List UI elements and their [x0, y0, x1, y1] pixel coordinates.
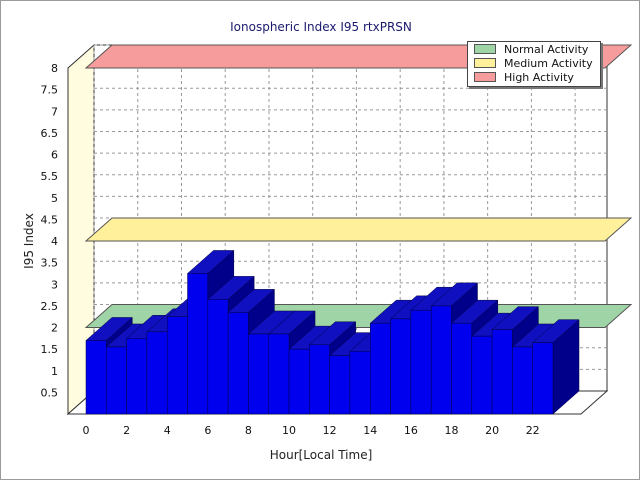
y-tick-label: 5: [51, 192, 58, 205]
bar: [329, 355, 351, 415]
x-tick-label: 12: [323, 424, 337, 437]
x-tick-label: 6: [204, 424, 211, 437]
chart-title: Ionospheric Index I95 rtxPRSN: [230, 20, 412, 34]
x-tick-label: 16: [404, 424, 418, 437]
legend-item-high: High Activity: [468, 70, 600, 84]
bar: [227, 312, 249, 415]
x-tick-label: 22: [526, 424, 540, 437]
bar: [451, 322, 473, 415]
y-tick-label: 4: [51, 235, 58, 248]
x-tick-label: 10: [282, 424, 296, 437]
legend-swatch-normal: [474, 44, 496, 54]
x-tick-label: 8: [245, 424, 252, 437]
bar: [390, 318, 412, 415]
legend-swatch-high: [474, 72, 496, 82]
bar: [207, 299, 229, 415]
y-tick-label: 6: [51, 149, 58, 162]
bar: [268, 333, 290, 415]
bar: [106, 346, 127, 415]
x-tick-label: 2: [123, 424, 130, 437]
y-axis-label: I95 Index: [22, 213, 36, 269]
bar: [309, 344, 330, 415]
bar: [532, 342, 554, 415]
legend-item-normal: Normal Activity: [468, 42, 600, 56]
legend-label-medium: Medium Activity: [504, 56, 593, 70]
legend-label-high: High Activity: [504, 70, 574, 84]
x-tick-label: 18: [444, 424, 458, 437]
x-tick-label: 20: [485, 424, 499, 437]
y-tick-label: 1.5: [41, 343, 59, 356]
bar: [288, 348, 310, 415]
y-tick-label: 7: [51, 105, 58, 118]
y-tick-label: 4.5: [41, 213, 59, 226]
y-tick-label: 6.5: [41, 127, 59, 140]
bar: [349, 351, 371, 415]
bar: [491, 329, 513, 415]
bar: [370, 322, 391, 415]
legend-label-normal: Normal Activity: [504, 42, 589, 56]
y-tick-label: 1: [51, 365, 58, 378]
y-tick-label: 8: [51, 62, 58, 75]
band-medium: [84, 217, 633, 242]
y-tick-label: 0.5: [41, 386, 59, 399]
y-tick-label: 5.5: [41, 170, 59, 183]
legend-item-medium: Medium Activity: [468, 56, 600, 70]
y-tick-label: 7.5: [41, 84, 59, 97]
legend: Normal Activity Medium Activity High Act…: [467, 41, 601, 87]
bar: [248, 333, 269, 415]
bar: [471, 335, 493, 415]
bar: [85, 340, 107, 415]
x-tick-label: 0: [83, 424, 90, 437]
x-tick-label: 14: [363, 424, 377, 437]
bar: [187, 273, 209, 415]
bar: [410, 309, 432, 415]
bar: [166, 316, 188, 415]
y-tick-label: 3.5: [41, 257, 59, 270]
x-axis-label: Hour[Local Time]: [269, 448, 373, 462]
bar: [430, 305, 452, 415]
y-tick-label: 2: [51, 322, 58, 335]
bar: [126, 338, 148, 415]
bar: [512, 346, 533, 415]
x-tick-label: 4: [164, 424, 171, 437]
legend-swatch-medium: [474, 58, 496, 68]
bar: [146, 331, 168, 415]
y-tick-label: 3: [51, 278, 58, 291]
y-tick-label: 2.5: [41, 300, 59, 313]
